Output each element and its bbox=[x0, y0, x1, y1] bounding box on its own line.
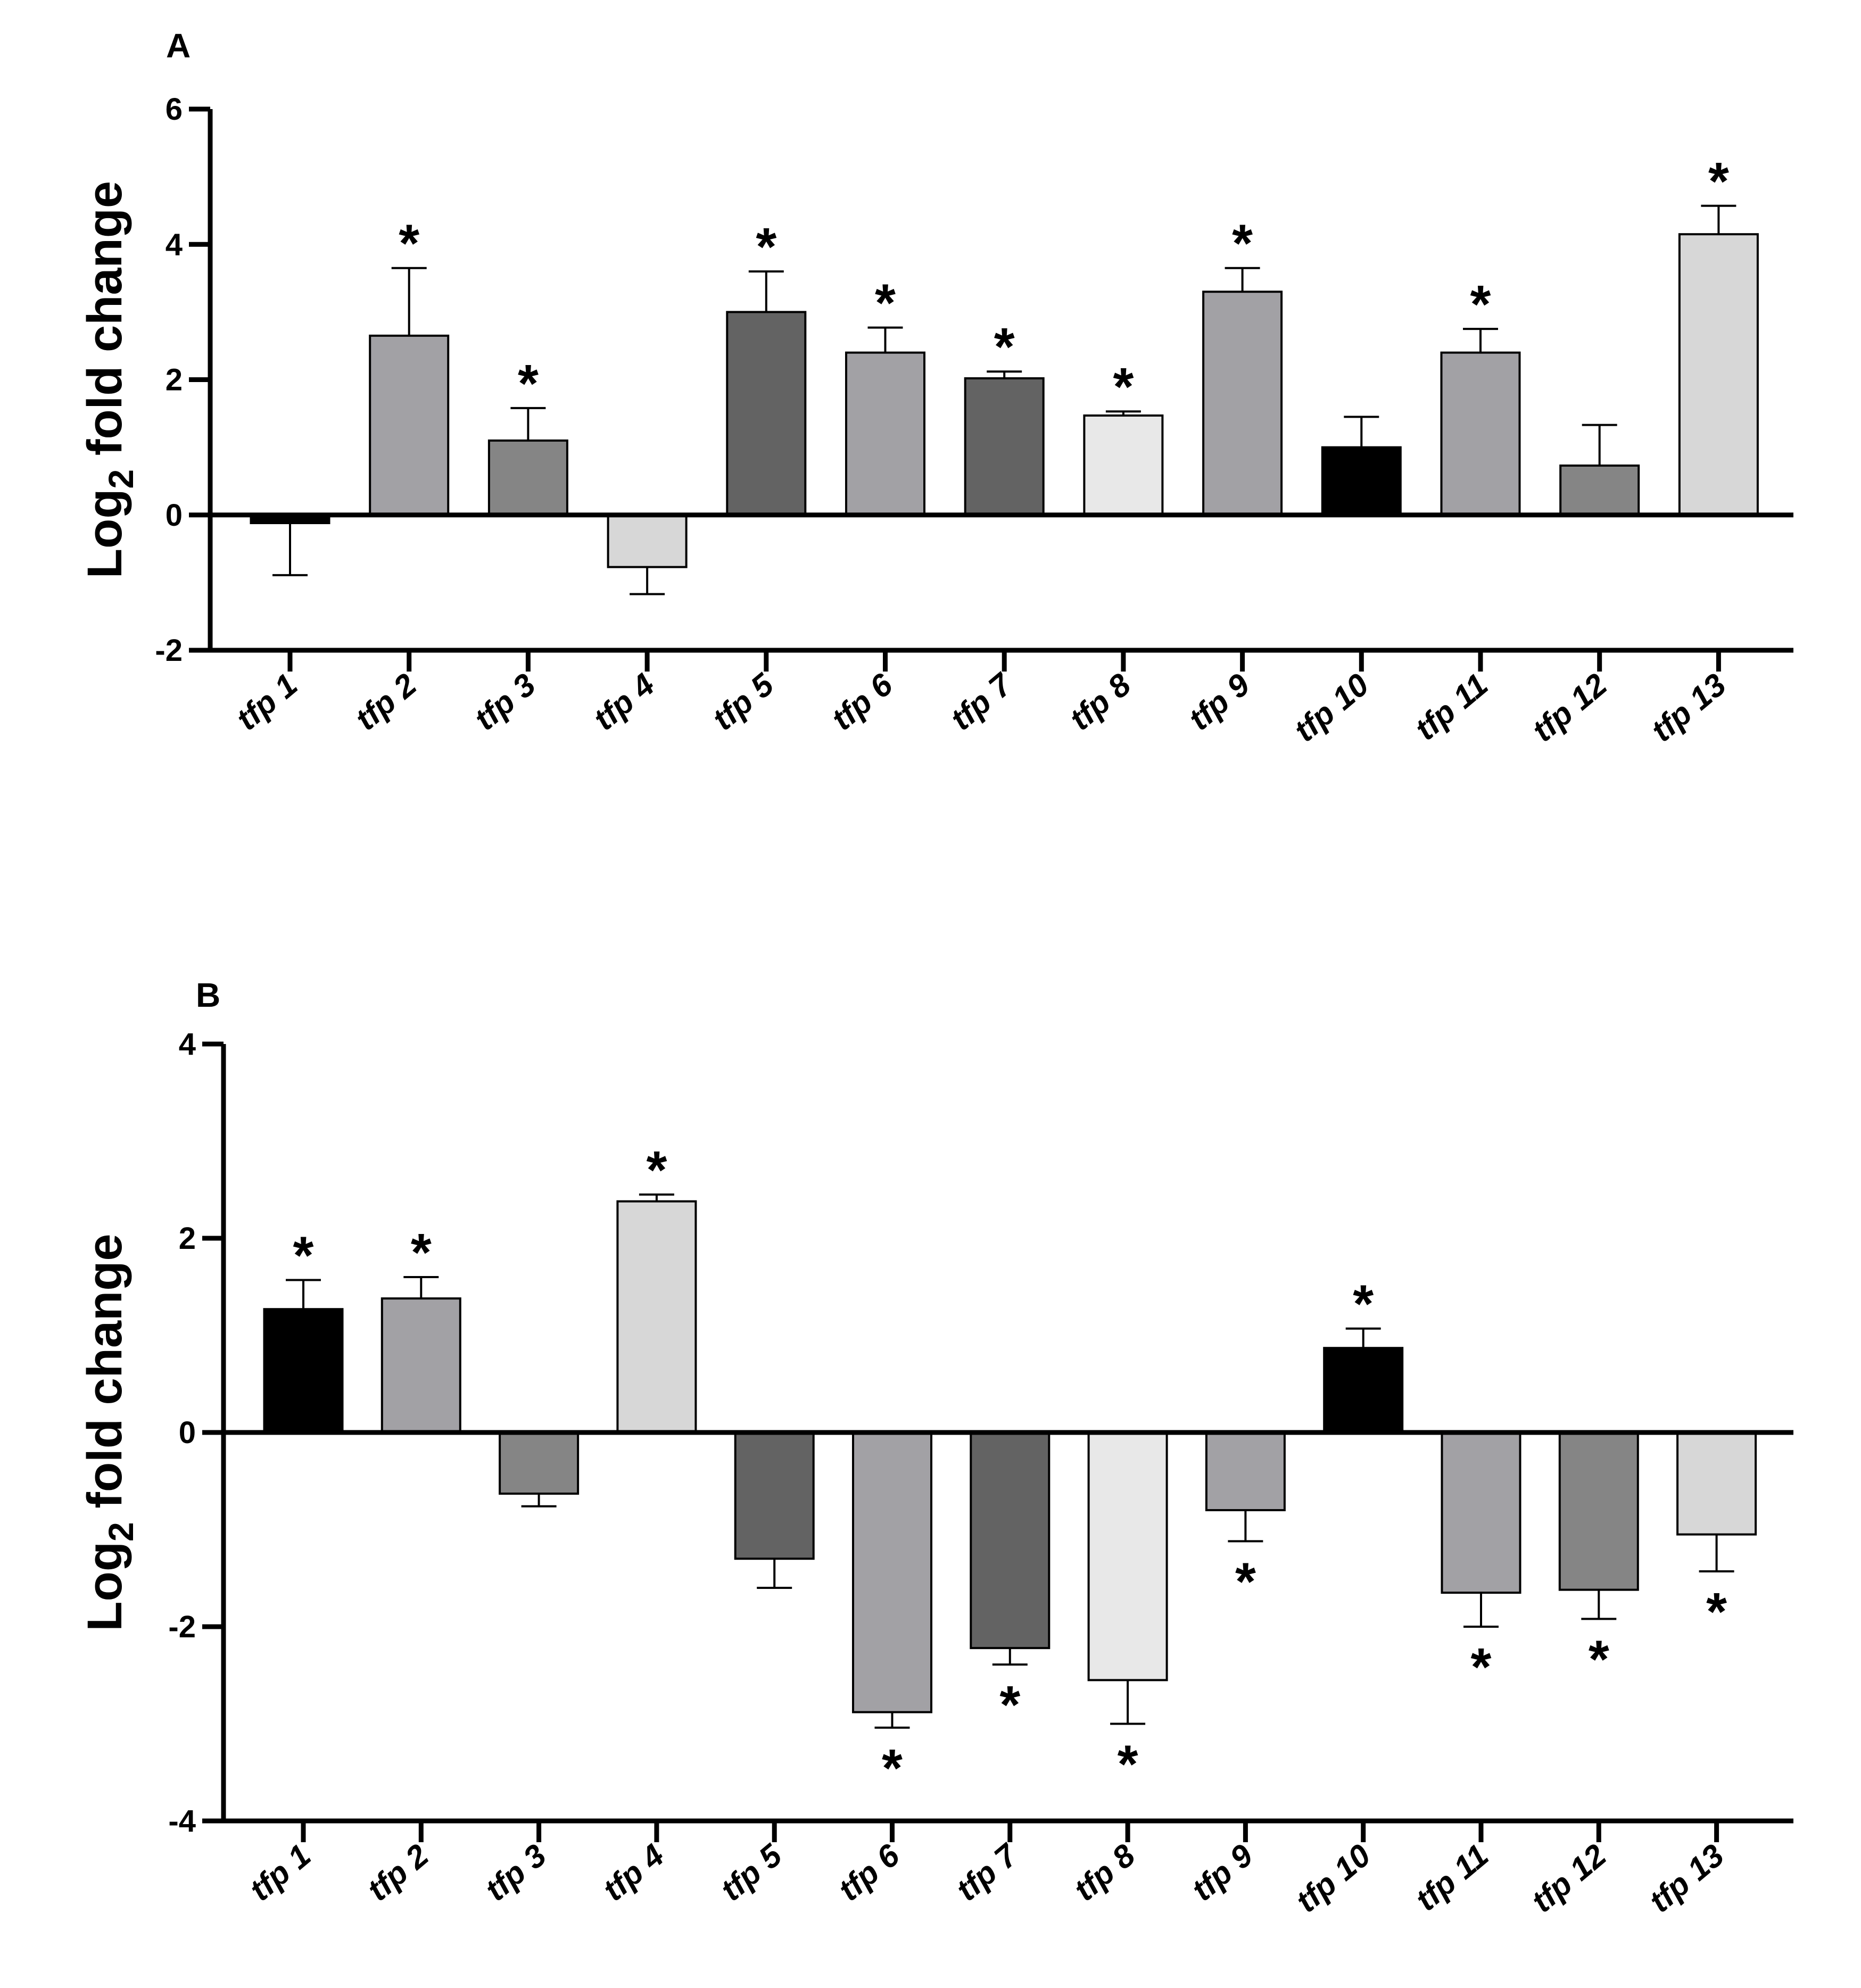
panel-a-significance-star-7: * bbox=[994, 317, 1015, 377]
panel-a-x-tick-label-4: tfp 4 bbox=[586, 667, 661, 738]
panel-b-y-tick-label-5: 4 bbox=[179, 1027, 196, 1062]
panel-a-significance-star-2: * bbox=[399, 214, 419, 274]
panel-a-x-tick-label-9: tfp 9 bbox=[1182, 666, 1257, 737]
panel-b-y-tick-label-1: -4 bbox=[168, 1804, 196, 1838]
panel-b-significance-star-9: * bbox=[1235, 1552, 1256, 1611]
panel-b-significance-star-12: * bbox=[1589, 1629, 1609, 1689]
panel-a-bar-11 bbox=[1440, 351, 1521, 516]
panel-a-y-tick-label-3: 2 bbox=[166, 363, 183, 397]
panel-a-bar-10 bbox=[1321, 446, 1402, 516]
panel-a-significance-star-6: * bbox=[875, 274, 896, 333]
panel-b-x-tick-label-13: tfp 13 bbox=[1642, 1837, 1731, 1919]
panel-b-x-tick-label-6: tfp 6 bbox=[832, 1837, 907, 1908]
panel-a-bar-13 bbox=[1678, 233, 1759, 516]
panel-a-y-axis-title-subscript: 2 bbox=[101, 469, 140, 489]
panel-b-y-axis-title-rest: fold change bbox=[78, 1233, 132, 1522]
panel-a-bar-5 bbox=[726, 311, 807, 516]
panel-b-bar-2 bbox=[381, 1297, 461, 1434]
panel-b-bar-4 bbox=[616, 1200, 697, 1434]
panel-a-x-tick-label-13: tfp 13 bbox=[1644, 667, 1733, 749]
panel-a-significance-star-11: * bbox=[1470, 275, 1491, 334]
panel-a-bar-9 bbox=[1202, 291, 1283, 516]
panel-b-x-tick-label-10: tfp 10 bbox=[1289, 1837, 1377, 1919]
panel-b-bar-6 bbox=[852, 1431, 932, 1713]
panel-b-significance-star-11: * bbox=[1471, 1637, 1492, 1697]
panel-b-bar-3 bbox=[499, 1431, 580, 1495]
panel-b-bar-11 bbox=[1441, 1431, 1521, 1594]
panel-b-significance-star-4: * bbox=[646, 1140, 667, 1200]
panel-a-y-axis-title-main: Log bbox=[78, 488, 132, 578]
panel-a-y-tick-label-2: 0 bbox=[166, 498, 183, 533]
panel-b-bar-7 bbox=[970, 1431, 1051, 1650]
panel-b-x-tick-label-1: tfp 1 bbox=[243, 1837, 317, 1908]
panel-a-x-tick-label-3: tfp 3 bbox=[468, 667, 542, 738]
panel-b-x-tick-label-5: tfp 5 bbox=[714, 1837, 789, 1908]
panel-b-x-tick-label-12: tfp 12 bbox=[1525, 1837, 1613, 1919]
panel-b-bar-8 bbox=[1087, 1431, 1168, 1681]
panel-b-x-tick-label-4: tfp 4 bbox=[596, 1837, 671, 1908]
panel-b-x-tick-label-11: tfp 11 bbox=[1409, 1837, 1495, 1918]
panel-b-y-axis-title-main: Log bbox=[78, 1542, 132, 1631]
panel-a-letter: A bbox=[166, 27, 191, 65]
panel-a-x-tick-label-11: tfp 11 bbox=[1408, 667, 1494, 747]
panel-a-bar-6 bbox=[845, 351, 925, 516]
panel-a-y-tick-label-4: 4 bbox=[166, 227, 183, 262]
panel-a-significance-star-8: * bbox=[1113, 357, 1134, 417]
panel-a-significance-star-3: * bbox=[518, 354, 539, 413]
panel-b-bar-5 bbox=[734, 1431, 815, 1560]
panel-a-significance-star-5: * bbox=[756, 217, 776, 277]
panel-a-x-tick-label-2: tfp 2 bbox=[349, 667, 423, 738]
panel-a-y-tick-label-1: -2 bbox=[155, 633, 183, 668]
panel-b-significance-star-6: * bbox=[882, 1738, 903, 1798]
panel-b-significance-star-13: * bbox=[1706, 1582, 1727, 1642]
panel-b-y-tick-label-2: -2 bbox=[168, 1610, 196, 1644]
panel-a-x-tick-label-10: tfp 10 bbox=[1287, 667, 1376, 749]
panel-a-bar-8 bbox=[1083, 414, 1164, 516]
panel-b-bar-1 bbox=[263, 1308, 344, 1434]
panel-a-x-tick-label-6: tfp 6 bbox=[825, 666, 900, 737]
panel-a-bar-2 bbox=[369, 334, 450, 516]
panel-b-x-tick-label-3: tfp 3 bbox=[478, 1837, 553, 1908]
panel-b-significance-star-1: * bbox=[293, 1225, 314, 1285]
panel-a-bar-4 bbox=[607, 513, 688, 568]
panel-b-significance-star-8: * bbox=[1118, 1735, 1138, 1794]
panel-a-x-tick-label-1: tfp 1 bbox=[229, 667, 304, 738]
panel-a-x-tick-label-7: tfp 7 bbox=[944, 666, 1019, 737]
panel-b-x-tick-label-2: tfp 2 bbox=[361, 1837, 435, 1908]
panel-b-bar-10 bbox=[1323, 1347, 1404, 1434]
panel-b-y-axis-title: Log2 fold change bbox=[78, 1233, 140, 1631]
panel-a-bar-3 bbox=[487, 439, 568, 516]
panel-a-significance-star-9: * bbox=[1232, 214, 1253, 274]
panel-b-letter: B bbox=[196, 976, 220, 1014]
panel-a-bar-12 bbox=[1559, 464, 1640, 516]
panel-a-x-tick-label-5: tfp 5 bbox=[706, 666, 781, 738]
panel-a-x-tick-label-8: tfp 8 bbox=[1063, 666, 1138, 737]
panel-a-y-axis-title: Log2 fold change bbox=[78, 181, 140, 578]
panel-b-bar-12 bbox=[1558, 1431, 1639, 1591]
panel-a-y-tick-label-5: 6 bbox=[166, 92, 183, 127]
panel-b-significance-star-7: * bbox=[999, 1675, 1020, 1735]
panel-b-bar-13 bbox=[1676, 1431, 1757, 1536]
panel-b-x-tick-label-9: tfp 9 bbox=[1185, 1837, 1260, 1908]
panel-a-significance-star-13: * bbox=[1708, 152, 1729, 211]
panel-b-bar-9 bbox=[1205, 1431, 1286, 1511]
panel-b-y-tick-label-4: 2 bbox=[179, 1221, 196, 1256]
panel-a-y-axis-title-rest: fold change bbox=[78, 181, 132, 469]
panel-a-x-tick-label-12: tfp 12 bbox=[1525, 667, 1614, 749]
panel-b-y-axis-title-subscript: 2 bbox=[101, 1522, 140, 1542]
panel-b-x-tick-label-7: tfp 7 bbox=[949, 1836, 1025, 1908]
panel-b-y-tick-label-3: 0 bbox=[179, 1415, 196, 1450]
panel-b-x-tick-label-8: tfp 8 bbox=[1067, 1837, 1142, 1908]
panel-b-significance-star-10: * bbox=[1353, 1274, 1374, 1334]
panel-a-bar-7 bbox=[964, 377, 1045, 516]
panel-b-significance-star-2: * bbox=[411, 1223, 432, 1282]
